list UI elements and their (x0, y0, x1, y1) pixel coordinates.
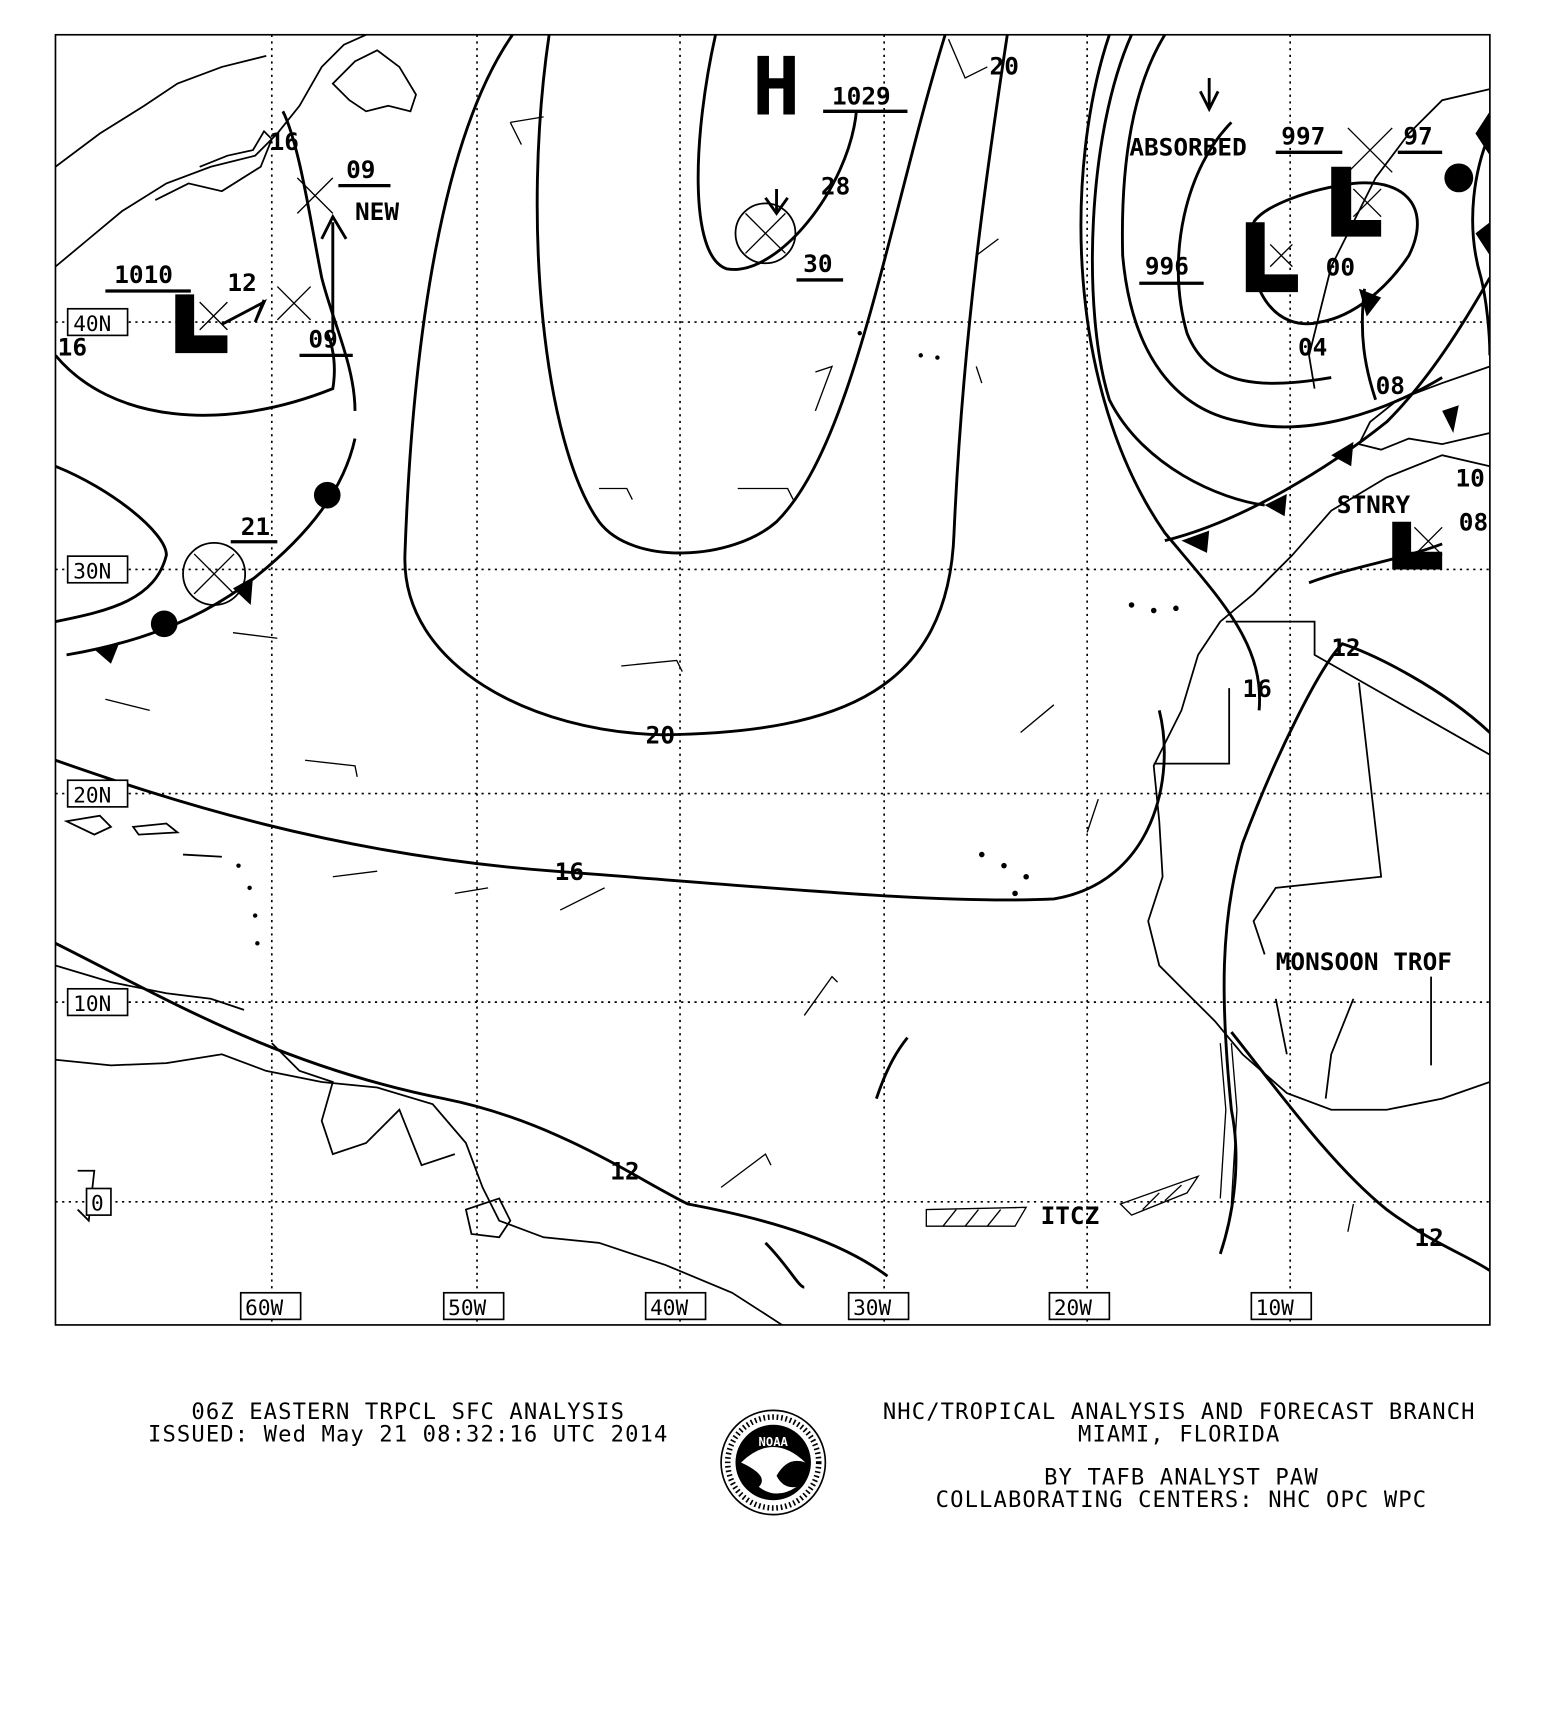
isobar (55, 942, 889, 1278)
low-center-marker (734, 202, 797, 265)
absorbed-annotation: ABSORBED (1129, 133, 1246, 162)
isobar-label: 12 (1414, 1223, 1443, 1252)
isobar (55, 332, 336, 417)
lat-label: 10N (73, 991, 111, 1016)
analyst: BY TAFB ANALYST PAW (1044, 1465, 1319, 1491)
lon-label: 50W (448, 1295, 486, 1320)
isobar (696, 34, 858, 271)
isobar (1090, 34, 1265, 507)
longitude-labels: 60W 50W 40W 30W 20W 10W (239, 1291, 1313, 1321)
isobar-label: 04 (1298, 332, 1327, 361)
lat-label: 20N (73, 782, 111, 807)
isobar (1230, 1031, 1490, 1272)
collaborating-centers: COLLABORATING CENTERS: NHC OPC WPC (936, 1487, 1428, 1513)
low-pressure-symbol-stnry (1392, 521, 1443, 570)
lon-label: 10W (1256, 1295, 1294, 1320)
isobar-labels: 28 30 20 20 16 12 12 12 16 12 09 09 16 1… (58, 52, 1488, 1252)
isobar (55, 710, 1166, 902)
low-pressure-value: 997 (1281, 122, 1325, 151)
agency-location: MIAMI, FLORIDA (1078, 1421, 1280, 1447)
cold-front (66, 438, 357, 657)
noaa-logo: NOAA (720, 1409, 827, 1516)
isobar-label: 28 (821, 172, 850, 201)
isobar-label: 12 (1331, 633, 1360, 662)
isobar-label: 10 (1455, 463, 1484, 492)
wind-barbs (105, 38, 1355, 1232)
isobar-label: 16 (58, 332, 87, 361)
isobar (535, 34, 947, 555)
map-area: H 1029 1010 996 997 97 (55, 34, 1490, 1325)
isobar-label: 08 (1376, 371, 1405, 400)
footer: 06Z EASTERN TRPCL SFC ANALYSIS ISSUED: W… (148, 1399, 1476, 1516)
pressure-centers: H 1029 1010 996 997 97 (105, 41, 1443, 606)
isobar (1250, 181, 1419, 326)
low-pressure-value: 996 (1145, 251, 1189, 280)
low-pressure-value: 1010 (114, 260, 173, 289)
isobar-label: 00 (1326, 252, 1355, 281)
isobar (281, 110, 357, 411)
isobar-label: 09 (346, 155, 375, 184)
isobar (1120, 34, 1443, 429)
isobar-label: 30 (803, 249, 832, 278)
isobar (1079, 34, 1262, 711)
high-pressure-symbol: H (752, 41, 800, 134)
lon-label: 30W (853, 1295, 891, 1320)
svg-text:NOAA: NOAA (759, 1435, 789, 1449)
isobar-label: 16 (1242, 674, 1271, 703)
isobars (55, 34, 1490, 1289)
low-pressure-value: 97 (1403, 122, 1432, 151)
cold-front-marker (94, 577, 253, 664)
lon-label: 20W (1054, 1295, 1092, 1320)
isobar (764, 1241, 805, 1289)
isobar-label: 12 (227, 268, 256, 297)
lat-label: 0 (91, 1191, 104, 1216)
isobar-label: 20 (646, 721, 675, 750)
front (1308, 542, 1443, 585)
isobar-label: 16 (555, 857, 584, 886)
isobar-label: 08 (1459, 508, 1488, 537)
latitude-labels: 40N 30N 20N 10N 0 (66, 307, 129, 1216)
low-pressure-symbol-997 (1331, 166, 1382, 237)
itcz-band (925, 1043, 1238, 1227)
isobar (1176, 121, 1332, 385)
itcz-annotation: ITCZ (1041, 1201, 1100, 1230)
new-annotation: NEW (355, 197, 399, 226)
isobar (875, 1036, 909, 1100)
isobar (403, 34, 1009, 737)
annotations: NEW ABSORBED STNRY ITCZ MONSOON TROF (355, 133, 1452, 1230)
low-center-marker (182, 541, 247, 606)
isobar-label: 12 (610, 1157, 639, 1186)
agency-name: NHC/TROPICAL ANALYSIS AND FORECAST BRANC… (883, 1399, 1476, 1425)
lon-label: 60W (245, 1295, 283, 1320)
high-pressure-value: 1029 (832, 82, 891, 111)
fronts (66, 111, 1490, 664)
stationary-annotation: STNRY (1337, 490, 1411, 519)
lat-label: 30N (73, 558, 111, 583)
lat-lon-grid (55, 34, 1490, 1325)
issued-time: ISSUED: Wed May 21 08:32:16 UTC 2014 (148, 1421, 669, 1447)
coastlines (55, 34, 1490, 1325)
map-frame (54, 33, 1491, 1326)
occluded-front (1471, 132, 1490, 356)
isobar-label: 20 (990, 52, 1019, 81)
isobar-label: 21 (241, 512, 270, 541)
monsoon-trough-annotation: MONSOON TROF (1276, 947, 1452, 976)
lon-label: 40W (650, 1295, 688, 1320)
lat-label: 40N (73, 311, 111, 336)
isobar-label: 09 (308, 325, 337, 354)
low-pressure-symbol-996 (1245, 222, 1298, 293)
stationary-front (1164, 276, 1490, 543)
low-pressure-symbol-1010 (175, 294, 228, 354)
isobar-label: 16 (270, 127, 299, 156)
isobar (55, 464, 168, 624)
product-title: 06Z EASTERN TRPCL SFC ANALYSIS (191, 1399, 625, 1425)
